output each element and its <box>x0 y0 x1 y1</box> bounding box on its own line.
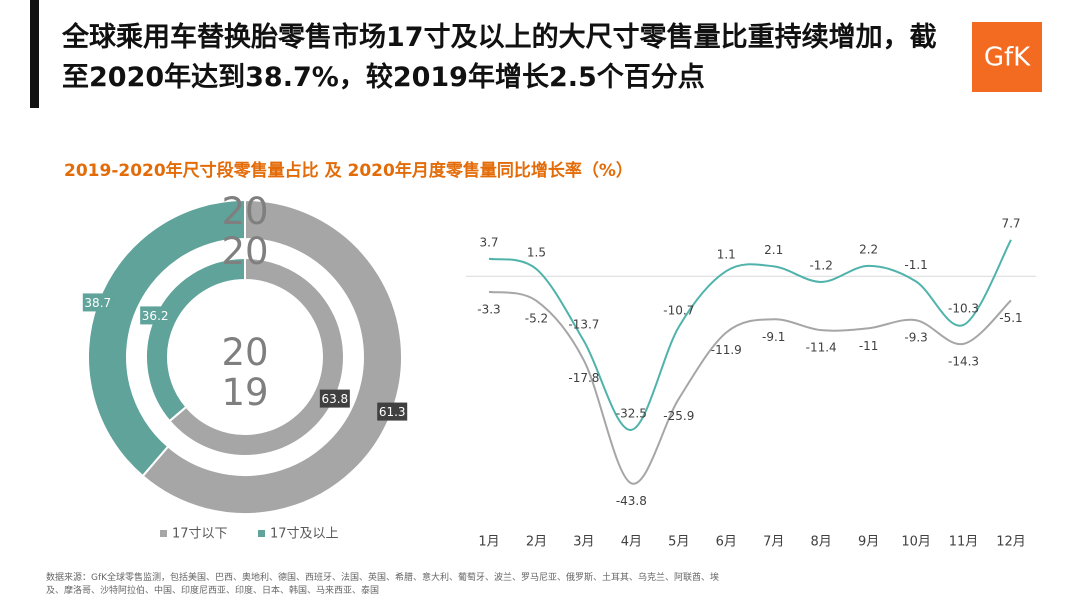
data-label: -9.3 <box>904 331 927 345</box>
ring-label: 2019 <box>221 331 269 414</box>
logo: GfK <box>984 43 1031 73</box>
data-label: -17.8 <box>568 371 599 385</box>
donut-segment <box>87 198 246 478</box>
data-label: -1.1 <box>904 258 927 272</box>
x-tick-label: 12月 <box>996 535 1026 550</box>
source-note: 数据来源：GfK全球零售监测，包括美国、巴西、奥地利、德国、西班牙、法国、英国、… <box>46 573 720 596</box>
series-line <box>488 239 1012 431</box>
x-tick-label: 7月 <box>763 535 784 550</box>
data-label: -11.4 <box>806 341 837 355</box>
data-label: 2.2 <box>859 242 878 256</box>
x-tick-label: 1月 <box>478 535 499 550</box>
data-label: -14.3 <box>948 354 979 368</box>
data-label: 3.7 <box>479 235 498 249</box>
label-box <box>319 389 350 408</box>
x-tick-label: 8月 <box>811 535 832 550</box>
legend-swatch <box>258 530 265 537</box>
label-box <box>82 293 113 312</box>
logo-box <box>972 22 1042 92</box>
data-label: 1.5 <box>527 246 546 260</box>
data-label: -43.8 <box>616 494 647 508</box>
data-label: -10.3 <box>948 301 979 315</box>
data-label: -10.7 <box>663 303 694 317</box>
data-label: -11.9 <box>711 343 742 357</box>
series-line <box>488 290 1012 485</box>
data-label: -3.3 <box>477 302 500 316</box>
data-label: -11 <box>859 339 879 353</box>
x-tick-label: 5月 <box>668 535 689 550</box>
donut-segment <box>141 198 403 515</box>
legend-swatch <box>160 530 167 537</box>
x-tick-label: 9月 <box>858 535 879 550</box>
data-label: -9.1 <box>762 330 785 344</box>
donut-segment <box>168 256 345 457</box>
ring-label: 2020 <box>221 190 269 273</box>
data-label: 36.2 <box>142 309 169 323</box>
x-tick-label: 11月 <box>949 535 979 550</box>
data-label: -13.7 <box>568 318 599 332</box>
data-label: -1.2 <box>809 258 832 272</box>
data-label: 1.1 <box>717 248 736 262</box>
data-label: -5.2 <box>525 311 548 325</box>
x-tick-label: 4月 <box>621 535 642 550</box>
label-box <box>377 402 408 421</box>
donut-segment <box>145 256 246 423</box>
data-label: 7.7 <box>1001 216 1020 230</box>
data-label: 38.7 <box>84 296 111 310</box>
x-tick-label: 6月 <box>716 535 737 550</box>
data-label: -5.1 <box>999 311 1022 325</box>
data-label: -25.9 <box>663 409 694 423</box>
legend-label: 17寸以下 <box>172 527 228 542</box>
title-bar <box>30 0 39 108</box>
x-tick-label: 3月 <box>573 535 594 550</box>
title: 全球乘用车替换胎零售市场17寸及以上的大尺寸零售量比重持续增加，截至2020年达… <box>62 22 937 93</box>
data-label: 2.1 <box>764 243 783 257</box>
data-label: 61.3 <box>379 405 406 419</box>
data-label: 63.8 <box>321 392 348 406</box>
subtitle: 2019-2020年尺寸段零售量占比 及 2020年月度零售量同比增长率（%） <box>64 161 633 181</box>
x-tick-label: 10月 <box>901 535 931 550</box>
x-tick-label: 2月 <box>526 535 547 550</box>
label-box <box>140 306 171 325</box>
legend-label: 17寸及以上 <box>270 527 339 542</box>
data-label: -32.5 <box>616 406 647 420</box>
